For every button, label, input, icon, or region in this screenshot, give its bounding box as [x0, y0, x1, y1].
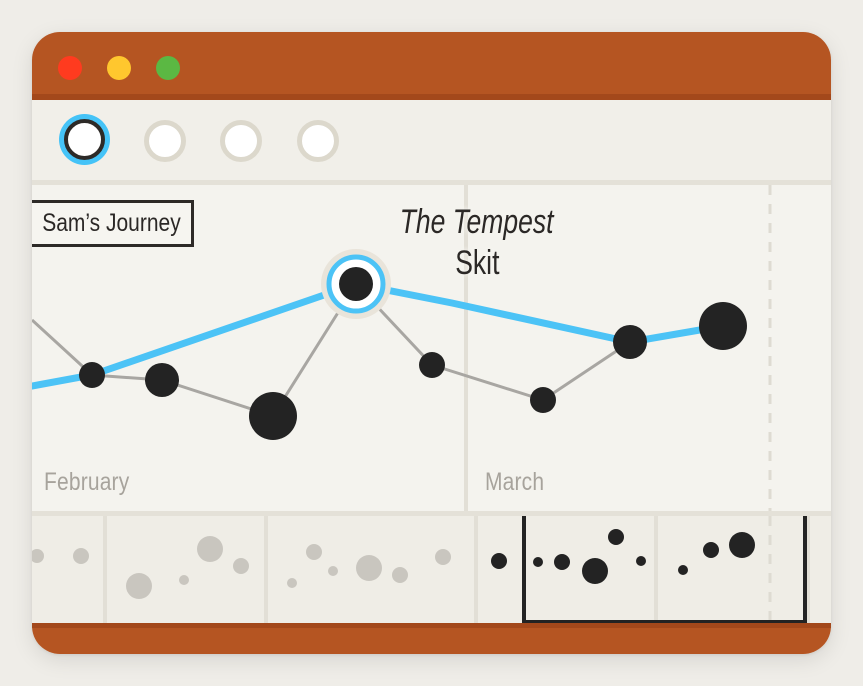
event-point[interactable]: [249, 392, 297, 440]
month-label-february: February: [44, 468, 130, 496]
overview-dot: [729, 532, 755, 558]
event-point[interactable]: [145, 363, 179, 397]
event-point[interactable]: [530, 387, 556, 413]
journey-label[interactable]: Sam’s Journey: [32, 200, 194, 247]
overview-dot: [356, 555, 382, 581]
overview-dot: [636, 556, 646, 566]
title-bar: [32, 32, 831, 100]
overview-strip[interactable]: [32, 511, 831, 628]
bottom-bar: [32, 623, 831, 654]
event-point[interactable]: [699, 302, 747, 350]
overview-selection-window[interactable]: [522, 516, 807, 624]
event-point-selected[interactable]: [339, 267, 373, 301]
overview-dot: [179, 575, 189, 585]
view-button-3[interactable]: [220, 120, 262, 162]
event-title: The Tempest: [400, 203, 554, 241]
overview-dot: [491, 553, 507, 569]
overview-dot: [678, 565, 688, 575]
overview-dot: [608, 529, 624, 545]
overview-dot: [554, 554, 570, 570]
app-window: Sam’s Journey The Tempest Skit February …: [32, 32, 831, 654]
overview-dot: [32, 549, 44, 563]
event-point[interactable]: [613, 325, 647, 359]
event-point[interactable]: [419, 352, 445, 378]
overview-dot: [392, 567, 408, 583]
view-button-1[interactable]: [64, 119, 105, 160]
event-subtitle: Skit: [454, 244, 500, 282]
overview-dot: [328, 566, 338, 576]
overview-dot: [233, 558, 249, 574]
timeline-chart[interactable]: Sam’s Journey The Tempest Skit February …: [32, 185, 831, 511]
overview-dot: [287, 578, 297, 588]
month-label-march: March: [485, 468, 545, 496]
overview-canvas: [32, 516, 810, 628]
overview-dot: [126, 573, 152, 599]
view-toolbar: [32, 100, 831, 185]
overview-dot: [533, 557, 543, 567]
overview-dot: [73, 548, 89, 564]
timeline-canvas: [32, 185, 772, 511]
close-button[interactable]: [58, 56, 82, 80]
maximize-button[interactable]: [156, 56, 180, 80]
event-point[interactable]: [79, 362, 105, 388]
minimize-button[interactable]: [107, 56, 131, 80]
overview-dot: [703, 542, 719, 558]
overview-dot: [582, 558, 608, 584]
view-button-2[interactable]: [144, 120, 186, 162]
view-button-4[interactable]: [297, 120, 339, 162]
overview-dot: [306, 544, 322, 560]
overview-dot: [435, 549, 451, 565]
overview-dot: [197, 536, 223, 562]
